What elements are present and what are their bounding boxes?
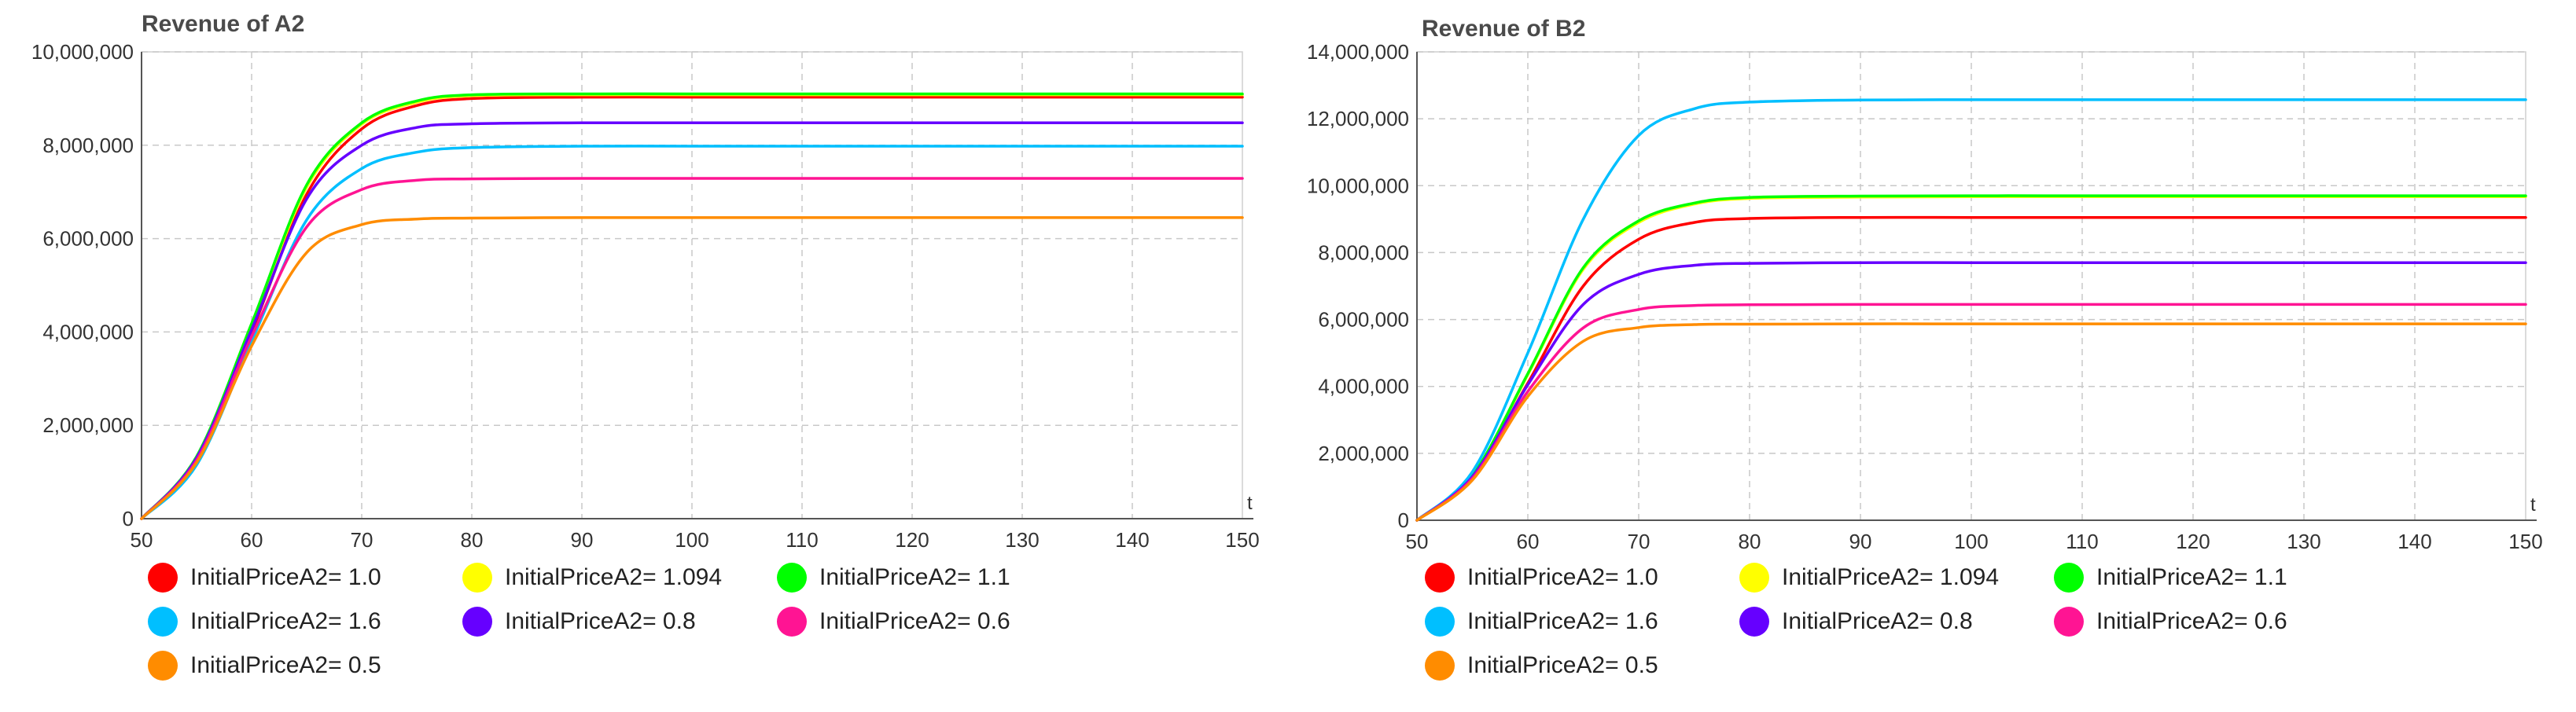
series-line-3 bbox=[140, 145, 1244, 520]
legend-label: InitialPriceA2= 0.8 bbox=[1782, 608, 1973, 634]
legend-label: InitialPriceA2= 0.6 bbox=[819, 608, 1010, 634]
y-tick-label: 8,000,000 bbox=[42, 134, 134, 157]
legend-item: InitialPriceA2= 1.0 bbox=[1425, 563, 1658, 593]
x-tick-label: 100 bbox=[675, 528, 708, 552]
y-tick-label: 10,000,000 bbox=[1307, 174, 1409, 197]
legend-label: InitialPriceA2= 0.5 bbox=[190, 652, 381, 678]
x-tick-label: 50 bbox=[131, 528, 153, 552]
y-tick-label: 0 bbox=[123, 507, 134, 530]
chart-panel-a2: Revenue of A2 0 2,000,000 4,000,000 6,000,00… bbox=[31, 11, 1260, 681]
x-tick-label: 100 bbox=[1954, 530, 1988, 553]
chart-title: Revenue of A2 bbox=[142, 11, 304, 37]
x-tick-label: 110 bbox=[786, 528, 818, 552]
legend-swatch bbox=[777, 563, 807, 593]
series-line-6 bbox=[140, 216, 1244, 520]
series-line-2 bbox=[140, 92, 1244, 520]
legend-item: InitialPriceA2= 0.5 bbox=[1425, 651, 1658, 681]
legend-label: InitialPriceA2= 1.0 bbox=[1467, 564, 1658, 590]
legend-item: InitialPriceA2= 1.0 bbox=[148, 563, 381, 593]
x-tick-label: 80 bbox=[1739, 530, 1761, 553]
legend-swatch bbox=[1425, 651, 1455, 681]
legend-item: InitialPriceA2= 1.6 bbox=[148, 607, 381, 637]
series-line-4 bbox=[140, 121, 1244, 520]
legend-item: InitialPriceA2= 1.1 bbox=[777, 563, 1010, 593]
legend-swatch bbox=[462, 563, 492, 593]
revenue-a2-chart: Revenue of A2 0 2,000,000 4,000,000 6,000,00… bbox=[31, 11, 1260, 552]
y-tick-label: 4,000,000 bbox=[1318, 375, 1409, 398]
x-tick-label: 110 bbox=[2066, 530, 2098, 553]
legend-label: InitialPriceA2= 1.094 bbox=[505, 564, 723, 590]
x-axis-label: t bbox=[1247, 493, 1253, 514]
legend-swatch bbox=[1425, 563, 1455, 593]
x-tick-label: 150 bbox=[1225, 528, 1259, 552]
legend-item: InitialPriceA2= 0.6 bbox=[777, 607, 1010, 637]
legend-label: InitialPriceA2= 1.1 bbox=[819, 564, 1010, 590]
legend-item: InitialPriceA2= 1.094 bbox=[1739, 563, 1999, 593]
series-line-4 bbox=[1415, 261, 2527, 522]
x-tick-label: 90 bbox=[571, 528, 594, 552]
x-tick-label: 120 bbox=[895, 528, 929, 552]
y-tick-label: 2,000,000 bbox=[1318, 442, 1409, 465]
x-tick-label: 60 bbox=[241, 528, 263, 552]
legend-item: InitialPriceA2= 0.8 bbox=[462, 607, 696, 637]
legend-label: InitialPriceA2= 1.094 bbox=[1782, 564, 2000, 590]
legend-label: InitialPriceA2= 1.6 bbox=[190, 608, 381, 634]
x-tick-label: 150 bbox=[2508, 530, 2542, 553]
x-tick-label: 50 bbox=[1406, 530, 1429, 553]
y-tick-label: 2,000,000 bbox=[42, 413, 134, 437]
legend-swatch bbox=[2054, 607, 2084, 637]
y-tick-label: 14,000,000 bbox=[1307, 40, 1409, 64]
x-axis-label: t bbox=[2530, 494, 2536, 516]
series-line-5 bbox=[140, 177, 1244, 520]
y-tick-label: 4,000,000 bbox=[42, 320, 134, 343]
chart-panel-b2: Revenue of B2 0 2,000,000 4,000,000 6,000,00… bbox=[1290, 0, 2576, 712]
x-tick-label: 130 bbox=[1005, 528, 1039, 552]
series-line-0 bbox=[1415, 215, 2527, 522]
legend-item: InitialPriceA2= 0.8 bbox=[1739, 607, 1973, 637]
series-line-2 bbox=[1415, 194, 2527, 522]
y-tick-label: 0 bbox=[1398, 508, 1409, 532]
y-tick-label: 8,000,000 bbox=[1318, 240, 1409, 264]
legend-label: InitialPriceA2= 0.6 bbox=[2096, 608, 2287, 634]
x-tick-label: 90 bbox=[1849, 530, 1872, 553]
legend-item: InitialPriceA2= 0.6 bbox=[2054, 607, 2287, 637]
legend-label: InitialPriceA2= 1.1 bbox=[2096, 564, 2287, 590]
y-tick-label: 6,000,000 bbox=[1318, 308, 1409, 332]
legend-swatch bbox=[1739, 563, 1769, 593]
x-tick-label: 60 bbox=[1517, 530, 1540, 553]
x-tick-label: 80 bbox=[461, 528, 484, 552]
series-line-6 bbox=[1415, 322, 2527, 522]
chart-title: Revenue of B2 bbox=[1422, 16, 1585, 42]
legend-label: InitialPriceA2= 0.8 bbox=[505, 608, 696, 634]
series-line-3 bbox=[1415, 98, 2527, 522]
legend-label: InitialPriceA2= 1.6 bbox=[1467, 608, 1658, 634]
revenue-b2-chart: Revenue of B2 0 2,000,000 4,000,000 6,000,00… bbox=[1307, 16, 2543, 553]
x-tick-label: 70 bbox=[351, 528, 374, 552]
legend-swatch bbox=[148, 651, 178, 681]
y-tick-label: 10,000,000 bbox=[31, 40, 134, 64]
x-tick-label: 140 bbox=[2398, 530, 2431, 553]
x-tick-label: 140 bbox=[1115, 528, 1149, 552]
legend-label: InitialPriceA2= 0.5 bbox=[1467, 652, 1658, 678]
x-tick-label: 70 bbox=[1628, 530, 1650, 553]
x-tick-label: 130 bbox=[2287, 530, 2320, 553]
legend-item: InitialPriceA2= 1.1 bbox=[2054, 563, 2287, 593]
legend-swatch bbox=[148, 563, 178, 593]
legend-swatch bbox=[2054, 563, 2084, 593]
legend-swatch bbox=[462, 607, 492, 637]
legend-item: InitialPriceA2= 1.094 bbox=[462, 563, 722, 593]
legend-swatch bbox=[1739, 607, 1769, 637]
y-tick-label: 12,000,000 bbox=[1307, 107, 1409, 130]
y-tick-label: 6,000,000 bbox=[42, 227, 134, 251]
legend-item: InitialPriceA2= 0.5 bbox=[148, 651, 381, 681]
legend-swatch bbox=[148, 607, 178, 637]
legend-swatch bbox=[777, 607, 807, 637]
legend-swatch bbox=[1425, 607, 1455, 637]
series-line-5 bbox=[1415, 303, 2527, 522]
legend-item: InitialPriceA2= 1.6 bbox=[1425, 607, 1658, 637]
legend-label: InitialPriceA2= 1.0 bbox=[190, 564, 381, 590]
x-tick-label: 120 bbox=[2176, 530, 2210, 553]
